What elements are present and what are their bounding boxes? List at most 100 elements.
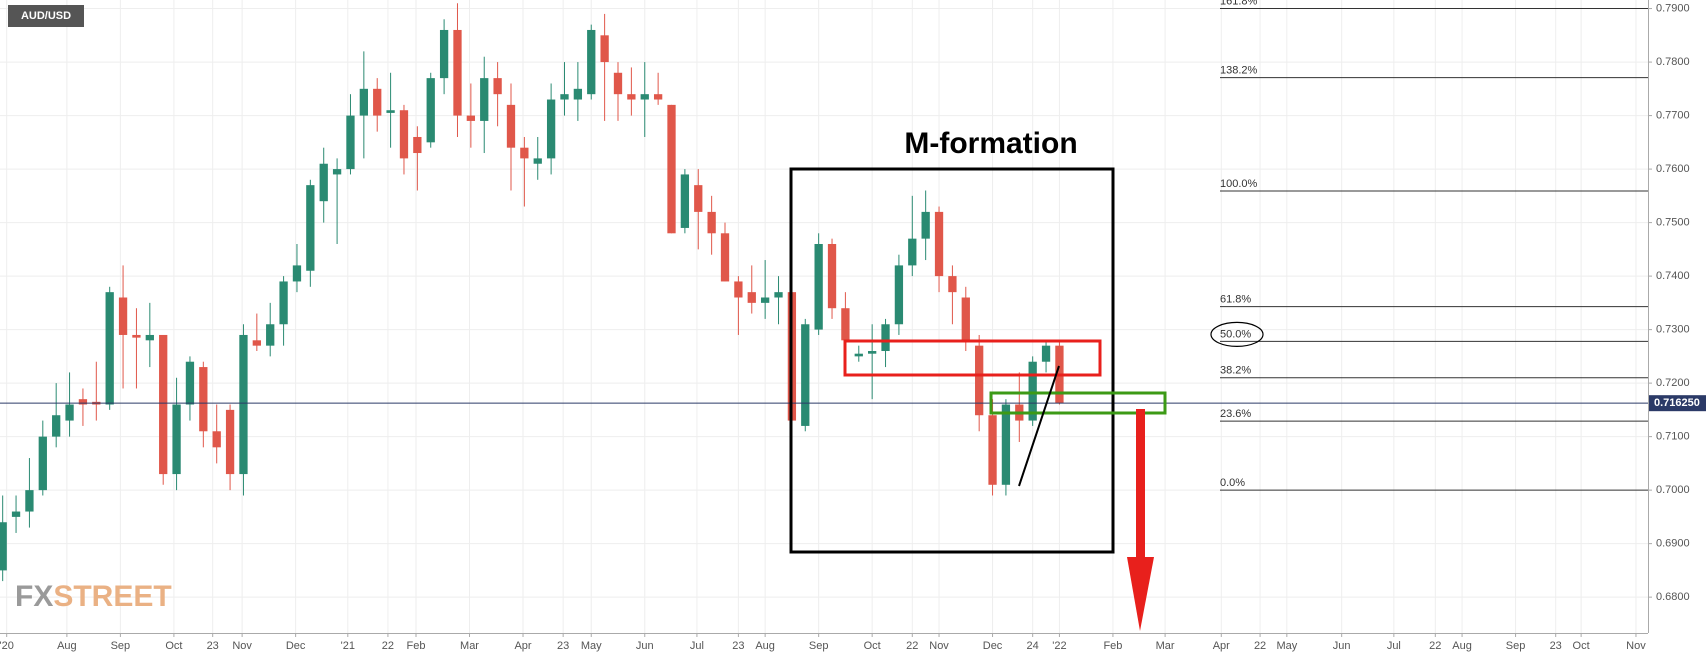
x-tick-label: Feb bbox=[1103, 640, 1122, 652]
candle-body bbox=[399, 110, 409, 159]
x-tick-label: Sep bbox=[1506, 640, 1526, 652]
candle-body bbox=[1041, 345, 1051, 362]
candle-body bbox=[38, 436, 47, 491]
x-tick-label: Oct bbox=[165, 640, 182, 652]
candle-body bbox=[667, 104, 676, 234]
candle-body bbox=[573, 88, 583, 100]
candle-body bbox=[172, 404, 181, 475]
candle-body bbox=[413, 136, 422, 154]
watermark: FXSTREET bbox=[15, 580, 172, 613]
x-tick-label: 22 bbox=[1429, 640, 1441, 652]
candle-body bbox=[961, 297, 970, 341]
fib-label: 0.0% bbox=[1220, 477, 1245, 489]
candle-body bbox=[934, 211, 944, 277]
candle-body bbox=[921, 211, 930, 239]
x-tick-label: '20 bbox=[0, 640, 14, 652]
candle-body bbox=[881, 324, 890, 352]
candle-body bbox=[801, 324, 810, 426]
fib-label: 161.8% bbox=[1220, 0, 1258, 7]
candle-body bbox=[640, 94, 649, 100]
candle-body bbox=[239, 334, 248, 475]
symbol-badge bbox=[8, 5, 84, 27]
candle-body bbox=[466, 115, 476, 121]
x-tick-label: Nov bbox=[929, 640, 949, 652]
fib-label: 61.8% bbox=[1220, 294, 1251, 306]
candle-body bbox=[332, 169, 342, 175]
candle-body bbox=[774, 292, 783, 298]
watermark-street: STREET bbox=[53, 580, 171, 613]
candle-body bbox=[720, 233, 730, 282]
x-tick-label: 23 bbox=[1550, 640, 1562, 652]
candle-body bbox=[533, 158, 542, 164]
candle-body bbox=[734, 281, 743, 298]
fib-levels: 161.8% 138.2% 100.0% 61.8% 50.0% 38.2% 23.6% 0.… bbox=[1210, 0, 1648, 491]
candle-body bbox=[105, 292, 114, 405]
candle-body bbox=[560, 94, 569, 100]
x-tick-label: Aug bbox=[1452, 640, 1472, 652]
x-tick-label: Apr bbox=[514, 640, 531, 652]
candle-body bbox=[252, 340, 261, 346]
y-tick-label: 0.7500 bbox=[1656, 216, 1690, 228]
x-tick-label: Nov bbox=[232, 640, 252, 652]
candle-body bbox=[453, 29, 462, 116]
x-tick-label: 24 bbox=[1027, 640, 1039, 652]
x-tick-label: May bbox=[581, 640, 602, 652]
y-tick-label: 0.7900 bbox=[1656, 2, 1690, 14]
x-tick-label: Aug bbox=[755, 640, 775, 652]
candle-body bbox=[520, 147, 529, 159]
last-price-badge bbox=[1649, 395, 1706, 412]
fib-label: 100.0% bbox=[1220, 178, 1258, 190]
candle-body bbox=[600, 35, 609, 63]
candle-body bbox=[132, 334, 141, 338]
candle-body bbox=[266, 324, 275, 346]
candle-body bbox=[65, 404, 74, 421]
candle-body bbox=[373, 88, 382, 116]
y-tick-label: 0.7300 bbox=[1656, 324, 1690, 336]
y-tick-label: 0.7200 bbox=[1656, 377, 1690, 389]
arrow-shaft bbox=[1136, 409, 1145, 559]
x-tick-label: Jun bbox=[636, 640, 654, 652]
candle-body bbox=[894, 265, 904, 325]
candle-body bbox=[854, 353, 863, 357]
candle-body bbox=[493, 78, 502, 95]
candle-body bbox=[199, 367, 208, 432]
candle-body bbox=[346, 115, 355, 170]
y-tick-label: 0.7400 bbox=[1656, 270, 1690, 282]
candle-body bbox=[613, 72, 623, 95]
x-tick-label: Apr bbox=[1213, 640, 1230, 652]
candle-body bbox=[439, 29, 449, 79]
candle-body bbox=[988, 415, 997, 485]
candle-body bbox=[292, 265, 302, 282]
candle-body bbox=[78, 399, 88, 405]
last-price-label: 0.716250 bbox=[1654, 397, 1700, 409]
candle-body bbox=[975, 345, 984, 416]
resistance-box bbox=[843, 339, 1102, 377]
x-tick-label: Feb bbox=[407, 640, 426, 652]
y-tick-label: 0.6800 bbox=[1656, 591, 1690, 603]
y-tick-label: 0.7000 bbox=[1656, 484, 1690, 496]
candle-body bbox=[279, 281, 288, 325]
candle-body bbox=[52, 415, 61, 437]
x-tick-label: Dec bbox=[983, 640, 1003, 652]
x-tick-label: 23 bbox=[207, 640, 219, 652]
candle-body bbox=[868, 351, 877, 354]
candle-body bbox=[185, 361, 195, 405]
x-tick-label: '22 bbox=[1052, 640, 1066, 652]
grid-layer bbox=[0, 0, 1648, 633]
x-tick-label: Oct bbox=[864, 640, 881, 652]
candle-body bbox=[707, 211, 716, 234]
candle-body bbox=[747, 292, 756, 303]
y-tick-label: 0.7100 bbox=[1656, 431, 1690, 443]
x-tick-label: Dec bbox=[286, 640, 306, 652]
annotation: M-formation bbox=[904, 127, 1077, 160]
candle-body bbox=[25, 490, 34, 512]
candle-body bbox=[814, 243, 823, 330]
x-tick-label: '21 bbox=[341, 640, 355, 652]
x-tick-label: 23 bbox=[732, 640, 744, 652]
candle-body bbox=[225, 409, 235, 475]
fib-label: 38.2% bbox=[1220, 365, 1251, 377]
candle-body bbox=[680, 174, 690, 228]
x-tick-label: 22 bbox=[906, 640, 918, 652]
